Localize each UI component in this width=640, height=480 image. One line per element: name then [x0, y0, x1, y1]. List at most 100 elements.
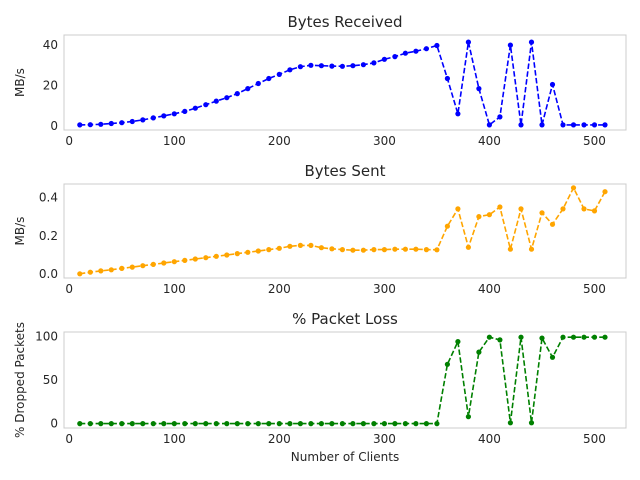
data-point [434, 42, 440, 49]
y-tick-label: 40 [43, 38, 58, 52]
y-axis-label: % Dropped Packets [13, 322, 27, 438]
data-point [423, 247, 429, 253]
data-point [476, 214, 482, 220]
data-point [234, 251, 240, 257]
data-point [318, 245, 324, 251]
data-point [507, 420, 513, 426]
data-point [444, 223, 450, 229]
x-tick-label: 500 [583, 134, 606, 148]
data-point [318, 421, 324, 427]
x-axis-label: Number of Clients [291, 450, 399, 464]
data-point [350, 247, 356, 253]
subplot-3: % Packet Loss 0 100 200 300 400 500 0 50 100 % Dro… [13, 310, 627, 464]
data-point [297, 64, 303, 70]
data-point [570, 122, 577, 128]
y-tick-label: 100 [35, 329, 58, 343]
data-point [87, 122, 93, 128]
data-point [497, 337, 503, 343]
data-point [140, 117, 146, 123]
data-point [518, 334, 524, 340]
data-point [203, 421, 209, 427]
data-point [507, 246, 513, 252]
data-point [371, 421, 377, 427]
chart-title: % Packet Loss [292, 310, 398, 328]
data-point [413, 48, 419, 54]
data-point [350, 421, 356, 427]
data-point [150, 115, 156, 121]
x-tick-label: 400 [478, 282, 501, 296]
data-point [455, 206, 461, 212]
data-point [171, 111, 177, 117]
data-point [308, 242, 314, 248]
data-point [413, 246, 419, 252]
data-point [182, 421, 188, 427]
data-point [539, 210, 545, 216]
data-point [497, 204, 503, 210]
data-point [297, 421, 303, 427]
data-point [119, 421, 125, 427]
subplot-1: Bytes Received 0 100 200 300 400 500 0 20 40 MB/s [13, 13, 627, 148]
y-tick-label: 0 [50, 417, 58, 431]
data-point [444, 361, 450, 367]
data-point [591, 122, 598, 128]
data-point [329, 246, 335, 252]
data-point [539, 335, 545, 341]
data-point [465, 39, 471, 45]
data-point [570, 334, 577, 340]
data-point [507, 42, 513, 48]
data-point [297, 242, 303, 248]
data-point [549, 354, 556, 360]
data-point [602, 189, 608, 195]
x-tick-label: 500 [583, 432, 606, 446]
data-point [486, 212, 492, 218]
data-point [402, 246, 408, 252]
data-point [192, 105, 198, 111]
data-point [339, 63, 345, 69]
chart-title: Bytes Sent [305, 162, 386, 180]
data-point [528, 39, 535, 45]
data-point [381, 247, 387, 253]
data-point [119, 265, 125, 271]
data-point [192, 421, 198, 427]
data-point [413, 421, 419, 427]
data-point [465, 414, 471, 420]
x-tick-label: 0 [65, 282, 73, 296]
data-point [570, 185, 577, 191]
data-point [350, 63, 356, 69]
x-tick-label: 300 [373, 432, 396, 446]
data-point [581, 122, 587, 128]
data-point [245, 421, 251, 427]
data-point [182, 108, 188, 114]
data-point [423, 421, 429, 427]
data-point [591, 334, 598, 340]
data-point [392, 246, 398, 252]
data-point [518, 206, 524, 212]
data-point [455, 339, 461, 345]
data-point [203, 255, 209, 261]
data-point [528, 246, 535, 252]
data-point [108, 120, 114, 127]
data-point [329, 421, 335, 427]
data-point [150, 261, 156, 267]
data-point [549, 221, 556, 227]
data-point [549, 81, 556, 88]
data-point [539, 122, 545, 128]
data-point [381, 56, 387, 62]
data-point [171, 421, 177, 427]
data-point [360, 62, 366, 68]
data-point [245, 249, 251, 255]
x-tick-label: 0 [65, 134, 73, 148]
data-point [360, 421, 366, 427]
y-tick-label: 20 [43, 79, 58, 93]
data-point [329, 63, 335, 69]
data-point [602, 122, 608, 128]
y-tick-label: 0 [50, 119, 58, 133]
subplot-2: Bytes Sent 0 100 200 300 400 500 0.0 0.2 0.4 MB/s [13, 162, 627, 296]
data-point [392, 54, 398, 60]
data-point [98, 421, 104, 427]
data-point [276, 245, 282, 251]
y-tick-label: 0.4 [39, 190, 58, 204]
data-point [402, 50, 408, 56]
y-tick-label: 0.2 [39, 229, 58, 243]
data-point [339, 247, 345, 253]
